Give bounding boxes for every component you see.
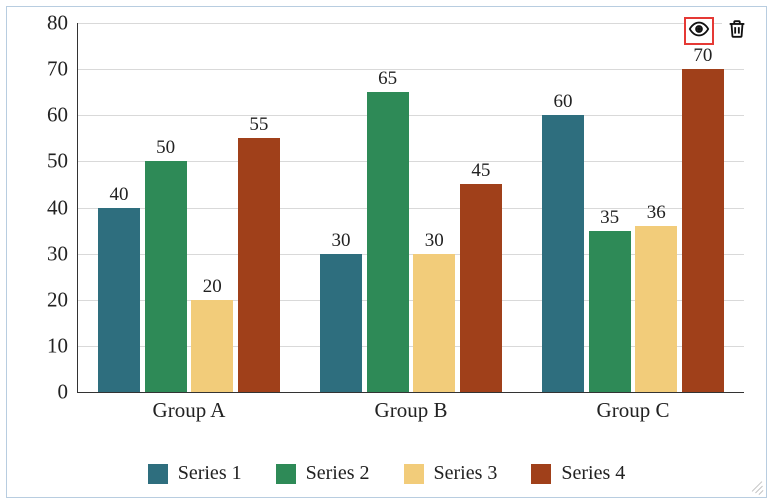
bar-value-label: 40 <box>110 184 129 206</box>
bar: 40 <box>98 208 140 393</box>
resize-handle[interactable] <box>748 479 762 493</box>
chart-area: 01020304050607080Group A40502055Group B3… <box>23 13 750 437</box>
legend: Series 1 Series 2 Series 3 Series 4 <box>7 462 766 485</box>
legend-swatch <box>148 464 168 484</box>
gridline <box>78 69 744 70</box>
panel-toolbar <box>684 17 752 45</box>
bar-value-label: 50 <box>156 137 175 159</box>
bar-value-label: 30 <box>332 230 351 252</box>
y-tick-label: 30 <box>47 241 68 266</box>
bar-value-label: 20 <box>203 276 222 298</box>
bar: 36 <box>635 226 677 392</box>
bar: 30 <box>320 254 362 392</box>
bar-value-label: 30 <box>425 230 444 252</box>
bar: 60 <box>542 115 584 392</box>
bar: 35 <box>589 231 631 392</box>
gridline <box>78 23 744 24</box>
legend-item[interactable]: Series 3 <box>404 462 498 485</box>
x-tick-label: Group B <box>375 398 448 423</box>
legend-label: Series 1 <box>178 462 242 485</box>
bar: 20 <box>191 300 233 392</box>
x-tick-label: Group A <box>153 398 226 423</box>
legend-item[interactable]: Series 4 <box>531 462 625 485</box>
legend-swatch <box>404 464 424 484</box>
y-tick-label: 70 <box>47 57 68 82</box>
bar: 30 <box>413 254 455 392</box>
bar: 70 <box>682 69 724 392</box>
y-tick-label: 40 <box>47 195 68 220</box>
bar: 55 <box>238 138 280 392</box>
y-tick-label: 10 <box>47 333 68 358</box>
bar-value-label: 65 <box>378 68 397 90</box>
legend-label: Series 2 <box>306 462 370 485</box>
y-tick-label: 20 <box>47 287 68 312</box>
legend-label: Series 3 <box>434 462 498 485</box>
eye-icon <box>688 18 710 45</box>
bar: 45 <box>460 184 502 392</box>
legend-item[interactable]: Series 1 <box>148 462 242 485</box>
legend-swatch <box>276 464 296 484</box>
chart-panel: 01020304050607080Group A40502055Group B3… <box>6 6 767 498</box>
legend-label: Series 4 <box>561 462 625 485</box>
bar-value-label: 45 <box>471 160 490 182</box>
bar: 65 <box>367 92 409 392</box>
bar: 50 <box>145 161 187 392</box>
plot-area: 01020304050607080Group A40502055Group B3… <box>77 23 744 393</box>
legend-item[interactable]: Series 2 <box>276 462 370 485</box>
bar-value-label: 36 <box>647 202 666 224</box>
bar-value-label: 60 <box>554 91 573 113</box>
bar-value-label: 35 <box>600 207 619 229</box>
y-tick-label: 0 <box>58 380 69 405</box>
y-tick-label: 80 <box>47 11 68 36</box>
bar-value-label: 70 <box>693 45 712 67</box>
legend-swatch <box>531 464 551 484</box>
y-tick-label: 60 <box>47 103 68 128</box>
trash-icon <box>726 18 748 45</box>
x-tick-label: Group C <box>597 398 670 423</box>
preview-button[interactable] <box>684 17 714 45</box>
gridline <box>78 115 744 116</box>
bar-value-label: 55 <box>249 114 268 136</box>
delete-button[interactable] <box>722 17 752 45</box>
y-tick-label: 50 <box>47 149 68 174</box>
